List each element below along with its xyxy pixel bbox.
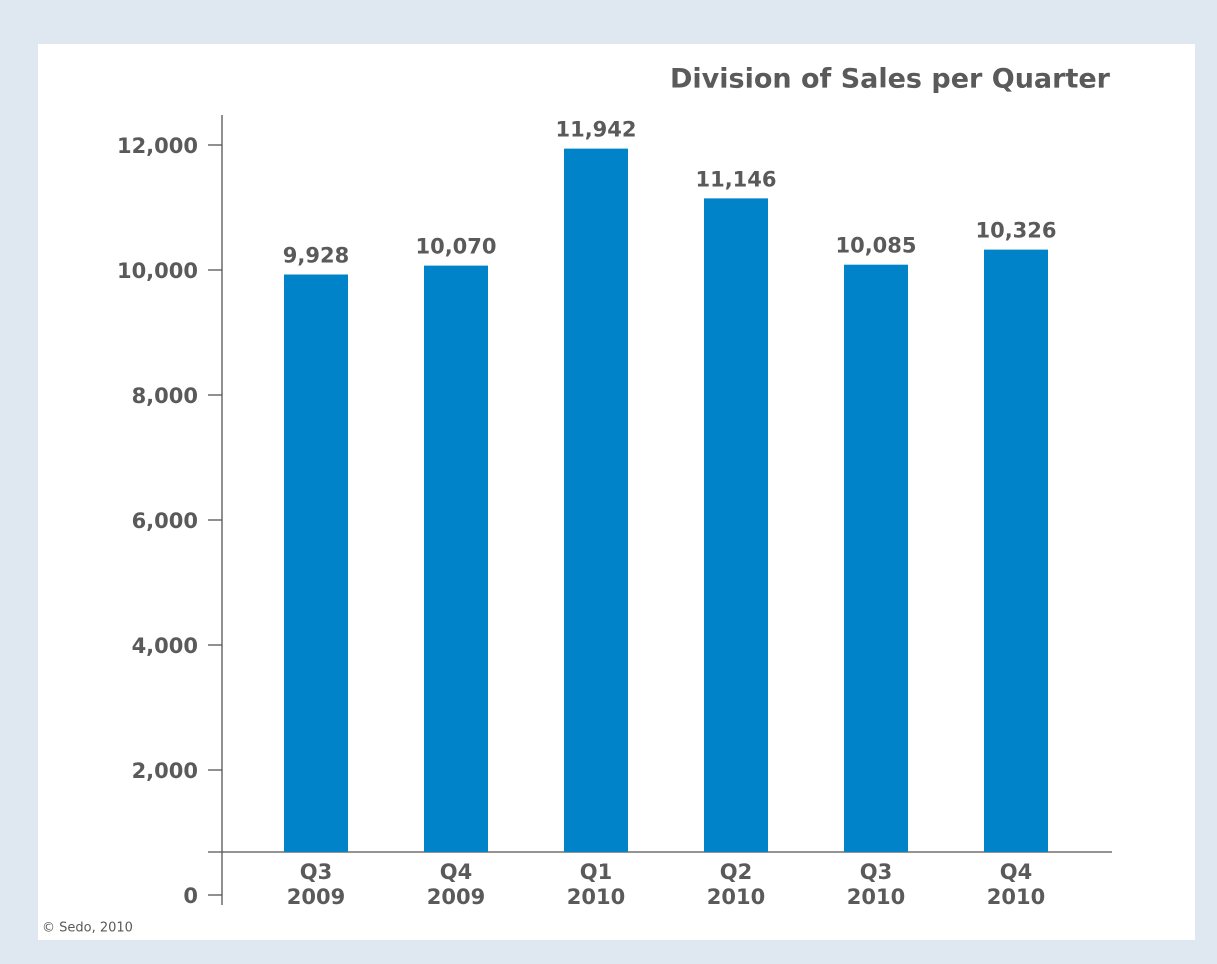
bar [284,274,348,852]
value-label: 11,146 [695,167,776,191]
y-tick-label: 10,000 [117,259,198,283]
x-tick-label: Q2 2010 [707,860,765,909]
x-tick-label: Q4 2010 [987,860,1045,909]
y-tick-label: 6,000 [132,509,198,533]
chart-title: Division of Sales per Quarter [670,64,1111,95]
y-tick-label: 8,000 [132,384,198,408]
x-tick-label: Q1 2010 [567,860,625,909]
bar [704,198,768,852]
x-tick-label: Q3 2010 [847,860,905,909]
bar [844,264,908,852]
x-tick-label: Q4 2009 [427,860,485,909]
bar [424,265,488,852]
y-tick-label: 12,000 [117,134,198,158]
x-tick-label: Q3 2009 [287,860,345,909]
value-label: 11,942 [555,118,636,142]
value-label: 10,070 [415,235,496,259]
bar [984,249,1048,852]
y-tick-label: 4,000 [132,634,198,658]
value-label: 10,085 [835,234,916,258]
source-note: © Sedo, 2010 [42,921,133,936]
y-tick-label: 2,000 [132,759,198,783]
y-tick-label: 0 [183,884,198,908]
bar [564,148,628,852]
value-label: 10,326 [975,219,1056,243]
value-label: 9,928 [283,244,349,268]
